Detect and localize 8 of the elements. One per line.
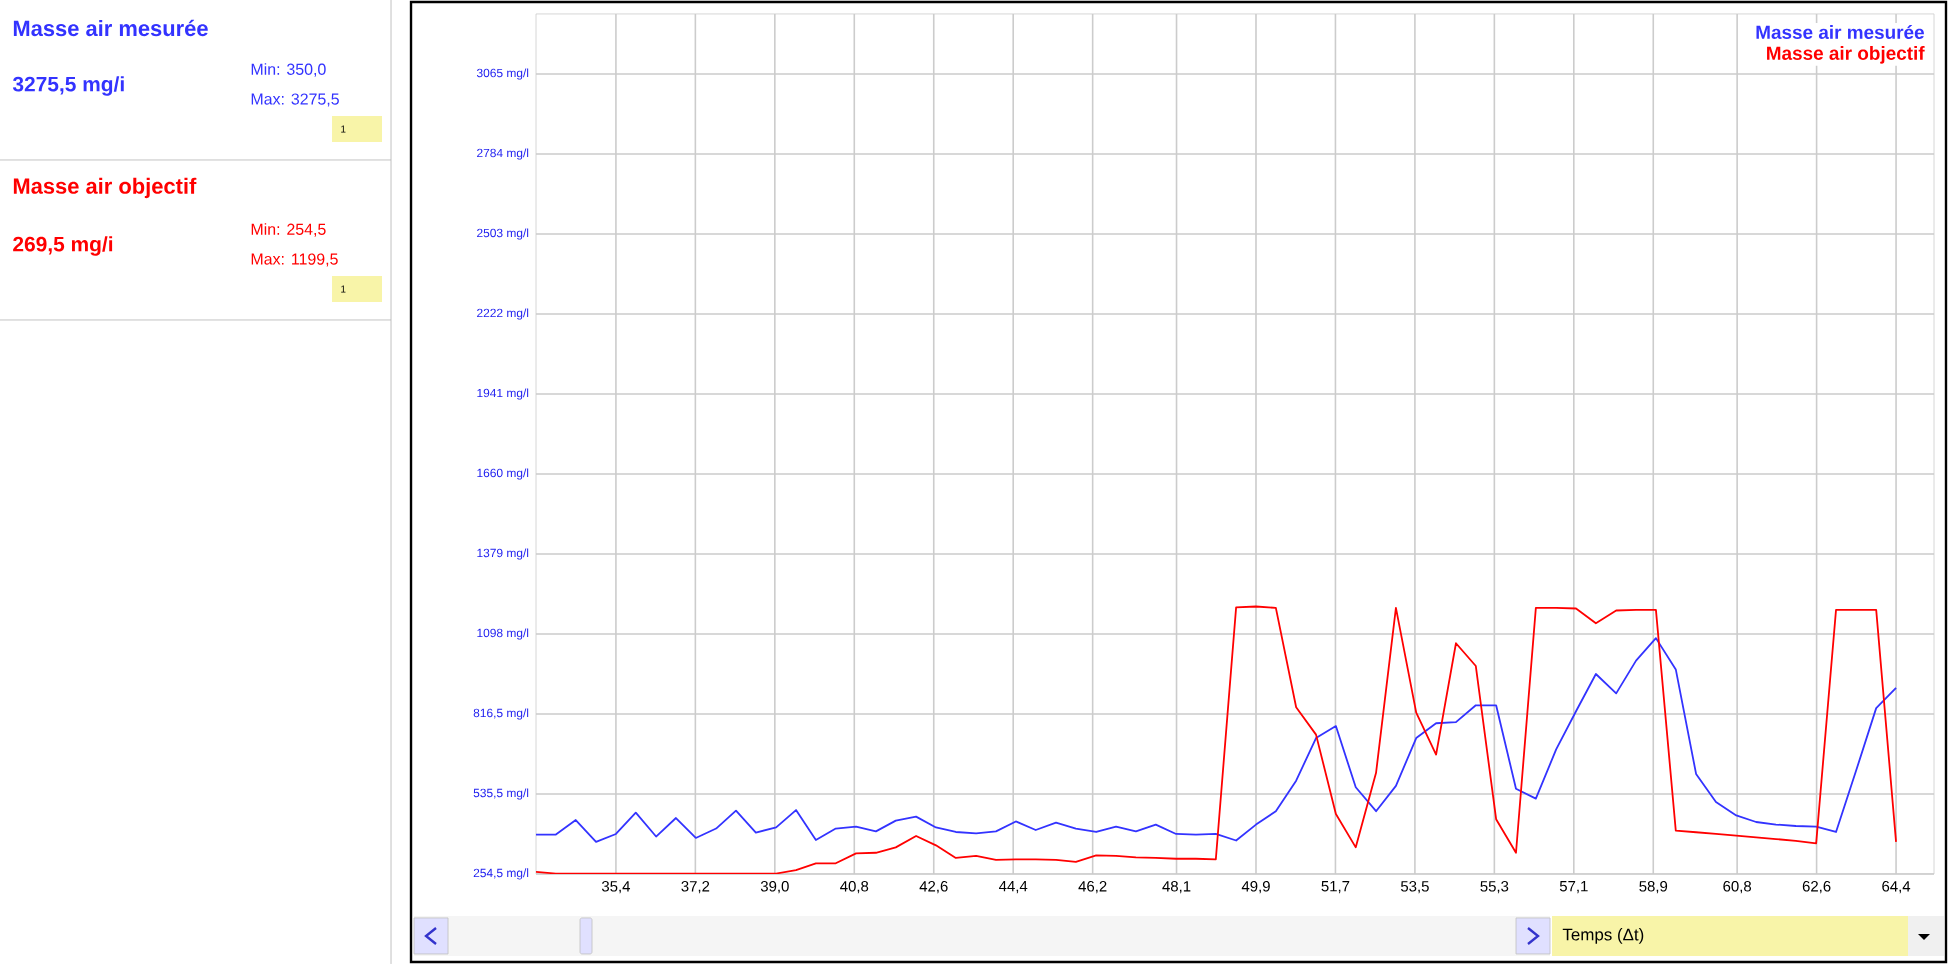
x-axis-title: Temps (Δt): [1562, 928, 1644, 944]
text: Masse air objectif: [13, 177, 197, 199]
line-series: [536, 637, 1897, 843]
text: Masse air mesurée: [1756, 24, 1924, 40]
text: Masse air mesurée: [13, 19, 208, 37]
text: 269,5 mg/i: [13, 236, 113, 256]
text: 3275,5 mg/i: [12, 76, 124, 96]
text: Masse air objectif: [1767, 46, 1925, 64]
